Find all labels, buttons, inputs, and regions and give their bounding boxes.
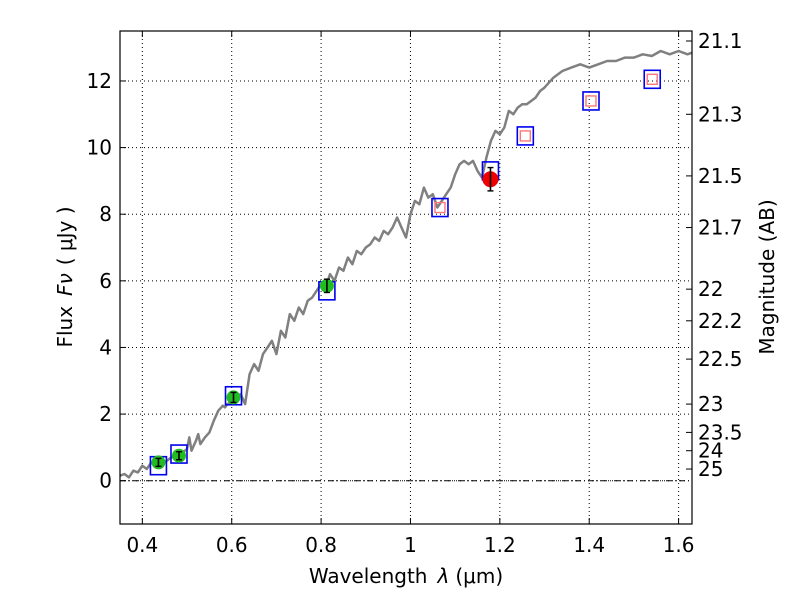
y-axis-title-symbol: Fν [53,273,77,296]
observed-points [151,166,499,470]
x-tick-label: 1 [404,533,417,557]
model-square-marker [170,444,188,464]
model-square-marker [582,91,600,111]
x-axis-title-unit: (μm) [455,564,503,588]
model-spectrum [119,49,693,479]
right-tick-label: 23 [698,392,723,416]
x-tick-label: 1.6 [663,533,695,557]
x-axis-title-text: Wavelength [309,564,428,588]
x-tick-label: 0.4 [126,533,158,557]
y-tick-label: 4 [99,335,112,359]
right-tick-label: 21.3 [698,102,743,126]
right-tick-label: 22.5 [698,347,743,371]
right-tick-label: 23.5 [698,420,743,444]
model-square-marker [224,385,243,406]
pink-markers [434,73,658,214]
x-ticks: 0.4 0.6 0.8 1 1.2 1.4 1.6 [126,31,695,557]
right-axis-title: Magnitude (AB) [755,199,779,354]
model-square-marker [431,197,449,218]
pink-square-marker [434,201,446,214]
y-tick-label: 8 [99,202,112,226]
x-axis-title: Wavelength λ (μm) [309,564,503,588]
plot-frame [119,30,693,525]
right-tick-label: 25 [698,457,723,481]
right-tick-label: 22.2 [698,309,743,333]
y-axis-title: Flux Fν ( μJy ) [53,206,77,347]
right-tick-label: 21.7 [698,216,743,240]
x-axis-title-symbol: λ [437,564,450,588]
x-tick-label: 1.2 [484,533,516,557]
y-axis-title-unit: ( μJy ) [53,206,77,265]
y-tick-label: 6 [99,269,112,293]
x-tick-label: 0.8 [305,533,337,557]
y-ticks: 0 2 4 6 8 10 12 [87,69,126,493]
model-square-marker [643,69,662,90]
right-tick-label: 24 [698,439,723,463]
grid [120,31,692,524]
x-tick-label: 1.4 [573,533,605,557]
pink-square-marker [519,130,532,142]
model-squares [149,69,662,476]
y-tick-label: 2 [99,402,112,426]
right-tick-label: 22 [698,277,723,301]
y-tick-label: 12 [87,69,112,93]
y-tick-label: 0 [99,469,112,493]
pink-square-marker [585,95,597,107]
y-axis-title-text: Flux [53,306,77,348]
x-tick-label: 0.6 [216,533,248,557]
y-tick-label: 10 [87,136,112,160]
right-tick-label: 21.1 [698,29,743,53]
spectrum-line [119,49,693,479]
right-tick-label: 21.5 [698,164,743,188]
pink-square-marker [646,73,658,86]
model-square-marker [516,126,535,146]
